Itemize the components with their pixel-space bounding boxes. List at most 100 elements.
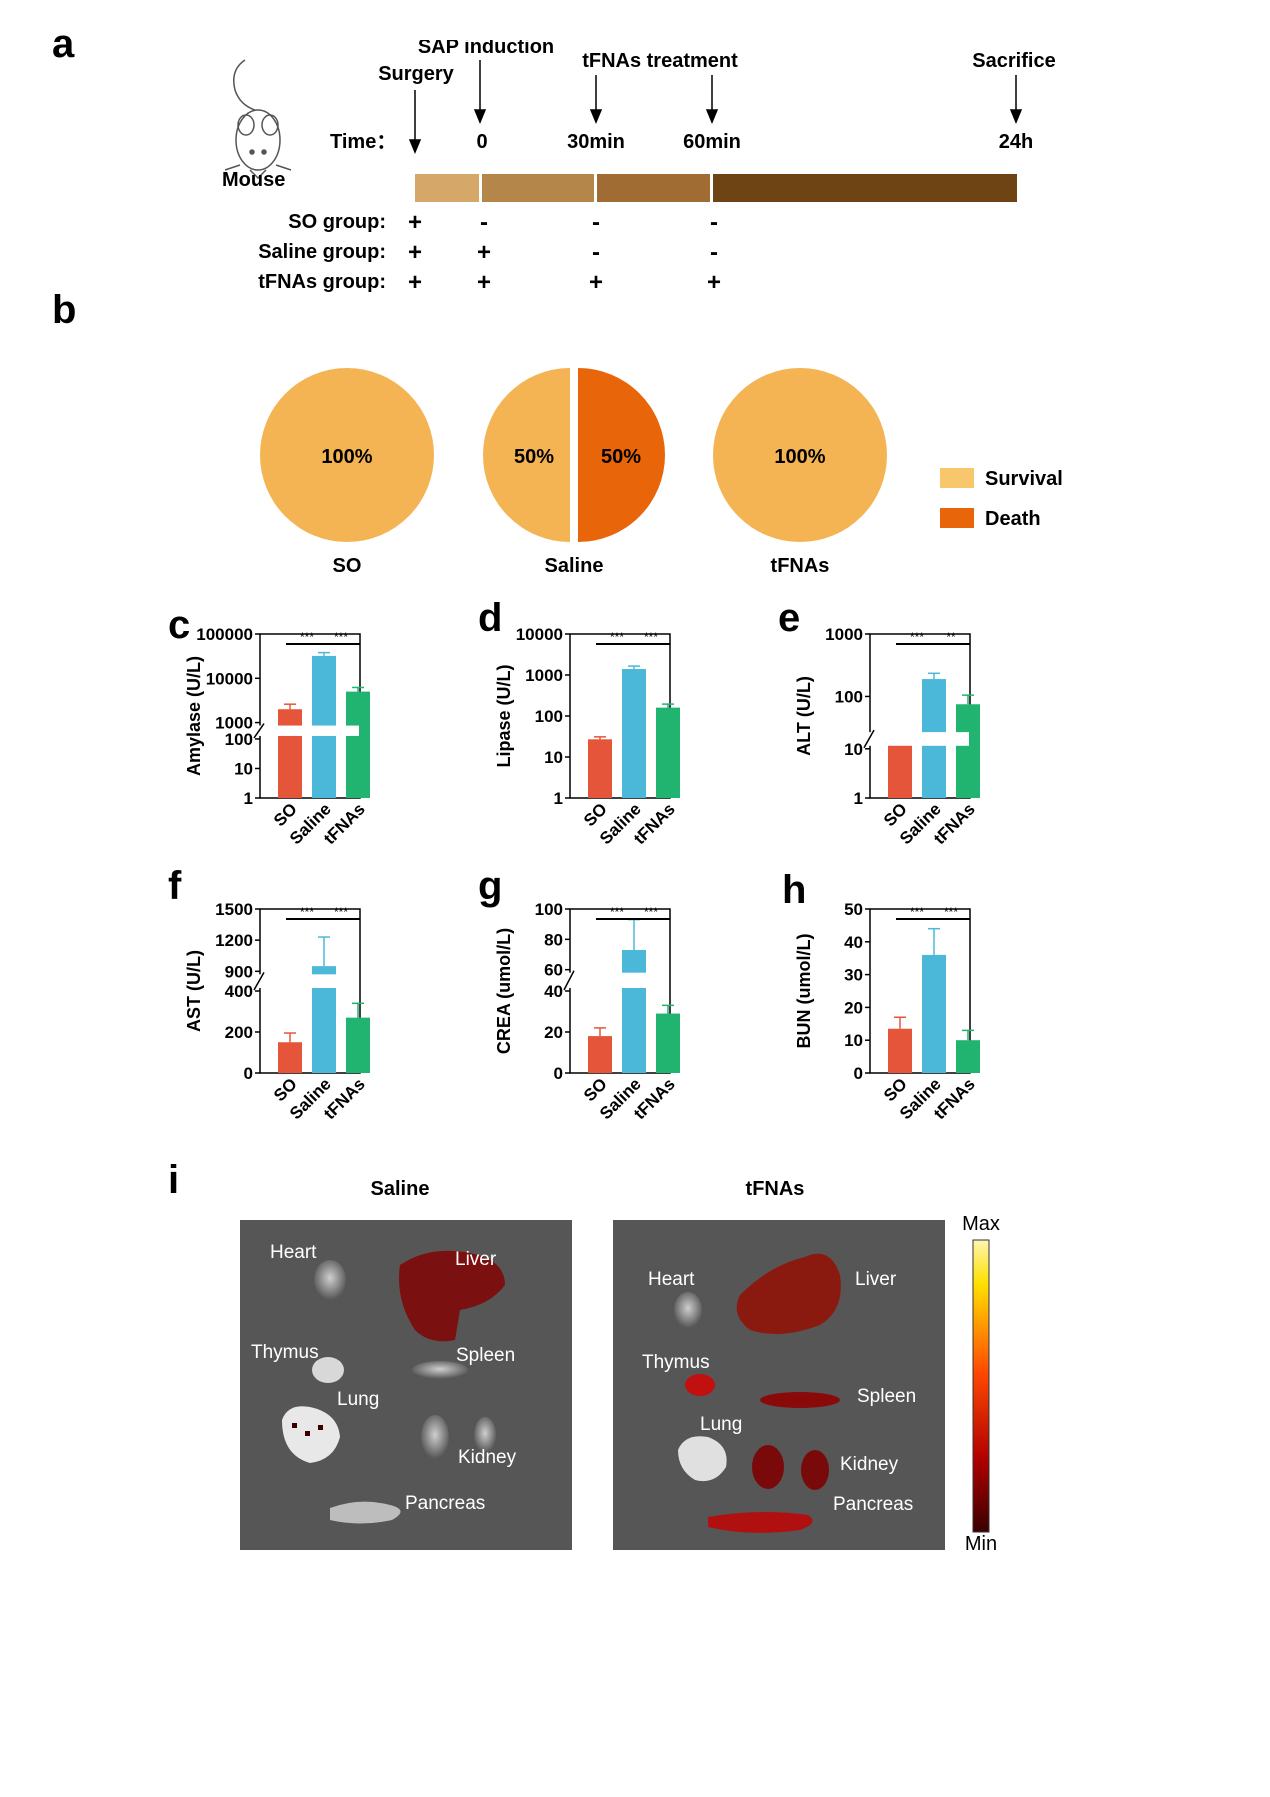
event-label: Sacrifice <box>972 50 1055 72</box>
mouse-icon <box>224 59 292 180</box>
time-tick: 24h <box>999 131 1033 153</box>
organ-label: Thymus <box>642 1352 710 1373</box>
organ-kidney <box>801 1450 829 1490</box>
intensity-color-scale: Max Min <box>962 1213 1000 1555</box>
time-tick: 30min <box>567 131 625 153</box>
organ-label: Heart <box>648 1269 695 1290</box>
organ-label: Pancreas <box>405 1493 485 1514</box>
organ-label: Thymus <box>251 1342 319 1363</box>
y-tick-label: 10 <box>544 748 563 767</box>
bar-saline <box>622 949 646 1073</box>
significance-label: *** <box>910 905 924 919</box>
y-tick-label: 10 <box>844 1031 863 1050</box>
organ-label: Lung <box>700 1414 742 1435</box>
bar-so <box>888 1028 912 1073</box>
bar-so <box>888 738 912 798</box>
axis-break-mark <box>863 729 875 749</box>
bar-so <box>588 739 612 798</box>
bar-tfnas <box>956 704 980 798</box>
organ-label: Kidney <box>458 1447 517 1468</box>
panel-label-e: e <box>778 596 801 640</box>
organ-lung <box>678 1436 727 1482</box>
pie-tfnas: 100% tFNAs <box>713 368 887 577</box>
y-tick-label: 1200 <box>215 931 253 950</box>
organ-label: Liver <box>855 1269 897 1290</box>
group-mark: - <box>710 209 718 236</box>
y-axis-label: AST (U/L) <box>184 950 204 1032</box>
significance-label: ** <box>946 630 956 644</box>
group-name: Saline group: <box>258 241 386 263</box>
y-tick-label: 10 <box>844 740 863 759</box>
y-tick-label: 100 <box>535 707 563 726</box>
organ-thymus <box>685 1374 715 1396</box>
time-tick: 60min <box>683 131 741 153</box>
image-title-tfnas: tFNAs <box>746 1178 805 1200</box>
panel-label-g: g <box>478 864 503 908</box>
y-tick-label: 100 <box>535 900 563 919</box>
organ-liver <box>399 1250 505 1342</box>
timeline-segment <box>713 174 1017 202</box>
axis-break-mark <box>563 970 575 991</box>
significance-label: *** <box>334 905 348 919</box>
y-tick-label: 0 <box>244 1064 253 1083</box>
scale-max-label: Max <box>962 1213 1000 1235</box>
plot-frame <box>259 908 361 1074</box>
group-mark: + <box>408 269 422 296</box>
group-name: SO group: <box>288 211 386 233</box>
y-tick-label: 1 <box>854 789 863 808</box>
axis-break-gap <box>567 972 573 988</box>
bar-so <box>588 1036 612 1073</box>
y-axis-label: BUN (umol/L) <box>794 934 814 1049</box>
organ-spleen <box>760 1392 840 1408</box>
bar-saline <box>622 669 646 798</box>
y-tick-label: 400 <box>225 982 253 1001</box>
organ-label: Liver <box>455 1249 497 1270</box>
event-label: Surgery <box>378 63 454 85</box>
group-mark: - <box>592 209 600 236</box>
organ-label: Kidney <box>840 1454 899 1475</box>
y-tick-label: 40 <box>844 933 863 952</box>
y-tick-label: 0 <box>554 1064 563 1083</box>
mouse-label: Mouse <box>222 169 285 191</box>
organ-label: Spleen <box>857 1386 916 1407</box>
organ-heart <box>314 1260 346 1300</box>
y-tick-label: 60 <box>544 961 563 980</box>
bar-tfnas <box>656 707 680 798</box>
organ-label: Pancreas <box>833 1494 913 1515</box>
y-tick-label: 1500 <box>215 900 253 919</box>
panel-label-a: a <box>52 22 75 66</box>
group-mark: + <box>408 209 422 236</box>
axis-break-band <box>261 725 359 736</box>
timeline-segment <box>597 174 710 202</box>
significance-label: *** <box>300 905 314 919</box>
pie-label: Saline <box>545 555 604 577</box>
organ-pancreas <box>708 1511 813 1533</box>
pie-slice-death <box>578 368 665 542</box>
timeline-diagram: Mouse Surgery SAP induction tFNAs treatm… <box>222 40 1056 296</box>
y-tick-label: 40 <box>544 982 563 1001</box>
time-label: Time： <box>330 131 396 153</box>
organ-kidney <box>474 1417 496 1453</box>
axis-break-gap <box>257 725 263 736</box>
pie-label: SO <box>333 555 362 577</box>
fluorescence-imaging: Saline tFNAs Heart Liver Thymus Spleen L… <box>240 1178 1000 1555</box>
y-axis-label: Amylase (U/L) <box>184 656 204 776</box>
axis-break-mark <box>253 723 265 739</box>
organ-lung <box>282 1406 340 1463</box>
axis-break-band <box>871 732 969 746</box>
significance-label: *** <box>300 630 314 644</box>
group-name: tFNAs group: <box>258 271 386 293</box>
y-tick-label: 10000 <box>516 625 563 644</box>
bar-tfnas <box>346 691 370 798</box>
pie-slice-label: 100% <box>321 446 372 468</box>
plot-frame <box>869 908 971 1074</box>
organ-kidney <box>752 1445 784 1489</box>
panel-label-d: d <box>478 596 503 640</box>
y-tick-label: 100000 <box>196 625 253 644</box>
y-tick-label: 1000 <box>525 666 563 685</box>
y-tick-label: 1 <box>554 789 563 808</box>
bar-chart-crea: CREA (umol/L)100806040200SOSalinetFNAs**… <box>494 900 680 1123</box>
group-mark: + <box>408 239 422 266</box>
panel-label-i: i <box>168 1158 180 1202</box>
